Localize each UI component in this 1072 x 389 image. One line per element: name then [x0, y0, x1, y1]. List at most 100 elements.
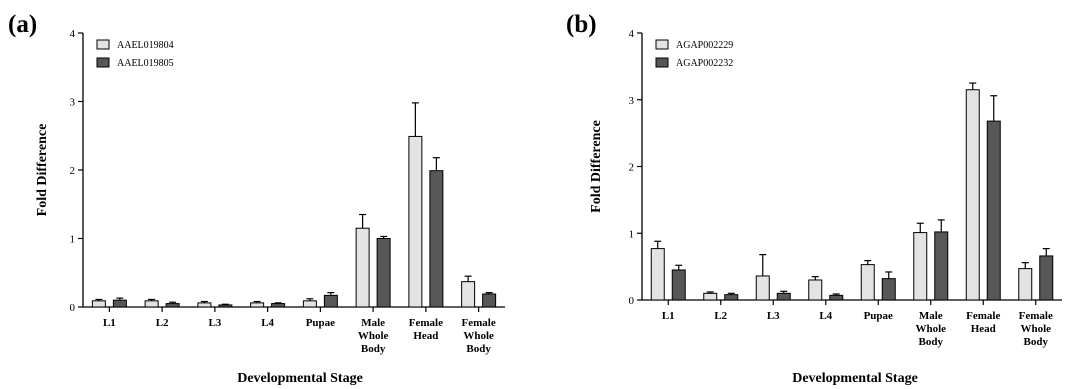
- x-tick-label-line: L1: [103, 317, 116, 329]
- legend-label: AAEL019805: [117, 58, 174, 69]
- bar: [755, 275, 770, 301]
- bar: [112, 299, 127, 308]
- x-tick-label-line: Pupae: [864, 310, 893, 322]
- x-tick-label-line: Male: [361, 317, 385, 329]
- bar: [250, 302, 265, 308]
- x-tick-label-line: L2: [714, 310, 727, 322]
- x-tick-label-line: Body: [919, 336, 944, 348]
- bar: [724, 294, 739, 301]
- x-tick-label-line: Whole: [915, 323, 946, 335]
- y-tick-label: 3: [70, 97, 76, 109]
- bar: [482, 293, 497, 308]
- x-tick-label-line: L3: [208, 317, 221, 329]
- x-tick-label: Female Whole Body: [462, 317, 496, 355]
- y-tick-label: 2: [629, 162, 635, 174]
- x-tick-label-line: L3: [767, 310, 780, 322]
- bar: [913, 232, 928, 301]
- bar: [671, 269, 686, 301]
- bar: [355, 227, 370, 308]
- x-tick-label-line: Pupae: [306, 317, 335, 329]
- x-tick-label: Male Whole Body: [358, 317, 389, 355]
- x-tick-label-line: Head: [971, 323, 996, 335]
- x-tick-label-line: Head: [413, 330, 438, 342]
- x-tick-label: Pupae: [864, 310, 893, 322]
- bar: [429, 170, 444, 308]
- bar: [650, 248, 665, 301]
- bar: [376, 238, 391, 308]
- panel-a: (a) 0 1 2 3 4 Fold Difference Developmental Sta…: [8, 11, 505, 386]
- x-axis-title: Developmental Stage: [792, 371, 918, 386]
- x-tick-label: L2: [714, 310, 727, 322]
- panel-label: (b): [566, 11, 597, 38]
- bar: [1018, 268, 1033, 301]
- x-tick-label-line: Whole: [358, 330, 389, 342]
- x-tick-label-line: Female: [1019, 310, 1053, 322]
- y-tick-label: 2: [70, 165, 76, 177]
- x-tick-label-line: Female: [409, 317, 443, 329]
- x-tick-label-line: Body: [466, 343, 491, 355]
- bar: [302, 300, 317, 308]
- y-tick-label: 4: [70, 28, 76, 40]
- y-axis-title: Fold Difference: [35, 124, 50, 217]
- bar: [808, 279, 823, 301]
- bar: [965, 89, 980, 301]
- legend-swatch: [96, 39, 110, 50]
- bar: [703, 292, 718, 301]
- legend-label: AAEL019804: [117, 40, 174, 51]
- x-tick-label: L2: [156, 317, 169, 329]
- y-tick-label: 0: [70, 302, 76, 314]
- bar: [934, 231, 949, 301]
- bar: [461, 281, 476, 308]
- y-axis-title: Fold Difference: [589, 120, 604, 213]
- bar: [776, 292, 791, 301]
- y-tick-label: 0: [629, 295, 635, 307]
- x-tick-label-line: Female: [462, 317, 496, 329]
- x-tick-label: L4: [819, 310, 832, 322]
- x-tick-label-line: L2: [156, 317, 169, 329]
- x-tick-label: L1: [662, 310, 675, 322]
- bar: [271, 303, 286, 308]
- x-tick-label-line: Male: [919, 310, 943, 322]
- x-tick-label-line: Body: [361, 343, 386, 355]
- bar: [91, 300, 106, 308]
- x-tick-label: L1: [103, 317, 116, 329]
- legend-swatch: [655, 57, 669, 68]
- x-tick-label: L3: [767, 310, 780, 322]
- bar: [860, 264, 875, 301]
- y-tick-label: 4: [629, 28, 635, 40]
- x-tick-label-line: Body: [1024, 336, 1049, 348]
- x-axis-title: Developmental Stage: [237, 371, 363, 386]
- bar: [829, 294, 844, 301]
- x-tick-label-line: Female: [966, 310, 1000, 322]
- bar: [323, 294, 338, 308]
- x-tick-label: Pupae: [306, 317, 335, 329]
- legend-label: AGAP002232: [676, 58, 733, 69]
- panel-b: (b) 0 1 2 3 4 Fold Difference Developmental Sta…: [566, 11, 1062, 386]
- bar: [1039, 255, 1054, 301]
- bar: [408, 135, 423, 308]
- x-tick-label: Female Whole Body: [1019, 310, 1053, 348]
- bar: [144, 300, 159, 308]
- x-tick-label-line: L1: [662, 310, 675, 322]
- y-tick-label: 1: [70, 234, 76, 246]
- x-tick-label: Female Head: [966, 310, 1000, 335]
- x-tick-label-line: L4: [261, 317, 274, 329]
- bar: [197, 302, 212, 308]
- x-tick-label: L4: [261, 317, 274, 329]
- x-tick-label-line: Whole: [1020, 323, 1051, 335]
- bar: [881, 278, 896, 301]
- panel-label: (a): [8, 11, 37, 38]
- legend-swatch: [96, 57, 110, 68]
- bar: [165, 303, 180, 308]
- x-tick-label: Female Head: [409, 317, 443, 342]
- bar: [218, 304, 233, 308]
- legend-swatch: [655, 39, 669, 50]
- y-tick-label: 1: [629, 228, 635, 240]
- y-tick-label: 3: [629, 95, 635, 107]
- bar: [986, 120, 1001, 301]
- legend-label: AGAP002229: [676, 40, 733, 51]
- x-tick-label-line: Whole: [463, 330, 494, 342]
- x-tick-label: L3: [208, 317, 221, 329]
- x-tick-label: Male Whole Body: [915, 310, 946, 348]
